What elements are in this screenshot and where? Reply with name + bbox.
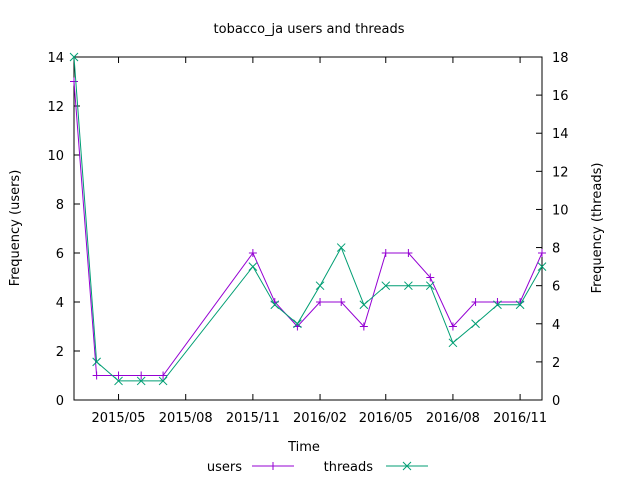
data-point: [159, 371, 168, 380]
y-right-tick-label: 14: [552, 127, 569, 142]
x-tick-label: 2015/11: [226, 411, 280, 426]
data-point: [315, 281, 325, 291]
legend-entry-threads: threads: [324, 460, 428, 475]
data-point: [381, 249, 390, 257]
legend-label: users: [207, 460, 242, 475]
plot-border: [73, 56, 543, 401]
data-point: [448, 338, 458, 348]
data-point: [425, 281, 435, 291]
y-right-tick-label: 2: [552, 356, 560, 371]
data-point: [336, 243, 346, 252]
data-point: [293, 319, 302, 329]
data-point: [538, 249, 546, 257]
data-point: [316, 298, 325, 306]
y-axis-right-label: Frequency (threads): [590, 163, 605, 294]
data-point: [92, 357, 101, 367]
data-point: [493, 300, 502, 310]
data-point: [404, 281, 413, 291]
data-point: [158, 376, 168, 386]
data-point: [337, 298, 346, 306]
data-point: [381, 281, 391, 291]
y-right-tick-label: 10: [552, 203, 569, 218]
x-tick-label: 2016/02: [293, 411, 347, 426]
data-point: [69, 52, 79, 62]
series-line-threads: [73, 56, 543, 382]
data-point: [471, 298, 480, 306]
legend: users threads: [207, 460, 428, 475]
data-point: [136, 376, 146, 386]
data-point: [359, 322, 368, 331]
data-point: [448, 322, 457, 331]
x-tick-label: 2015/08: [159, 411, 213, 426]
data-point: [471, 319, 480, 329]
data-point: [426, 273, 435, 282]
data-point: [137, 371, 146, 380]
data-point: [402, 461, 412, 471]
y-right-tick-label: 8: [552, 242, 560, 257]
series-line-users: [73, 81, 543, 376]
tick-marks: 0 2 4 6 8 10 12 14 0 2 4 6 8 10 12 14 16 18 2015/05 2015/08…: [47, 51, 568, 426]
y-left-tick-label: 6: [56, 247, 64, 262]
y-left-tick-label: 0: [56, 394, 64, 409]
y-right-tick-label: 0: [552, 394, 560, 409]
x-tick-label: 2016/11: [493, 411, 547, 426]
y-right-tick-label: 18: [552, 51, 569, 66]
y-left-tick-label: 10: [47, 149, 64, 164]
data-point: [114, 371, 123, 380]
y-left-tick-label: 2: [56, 345, 64, 360]
data-point: [359, 300, 369, 310]
series-threads: [69, 52, 547, 386]
y-left-tick-label: 8: [56, 198, 64, 213]
legend-entry-users: users: [207, 460, 294, 475]
data-point: [269, 462, 277, 470]
y-left-tick-label: 4: [56, 296, 64, 311]
y-left-tick-label: 14: [47, 51, 64, 66]
data-point: [248, 262, 258, 271]
y-right-tick-label: 16: [552, 89, 569, 104]
y-right-tick-label: 6: [552, 280, 560, 295]
data-point: [114, 376, 123, 386]
data-point: [270, 300, 280, 310]
series-group: [69, 52, 547, 386]
chart-title: tobacco_ja users and threads: [214, 22, 405, 37]
data-point: [70, 77, 78, 86]
data-point: [404, 249, 413, 257]
x-tick-label: 2016/08: [426, 411, 480, 426]
data-point: [537, 262, 547, 271]
y-axis-left-label: Frequency (users): [8, 170, 23, 287]
data-point: [248, 249, 257, 257]
data-point: [515, 300, 525, 310]
data-point: [92, 371, 101, 380]
y-right-tick-label: 4: [552, 318, 560, 333]
legend-label: threads: [324, 460, 374, 475]
x-tick-label: 2016/05: [359, 411, 413, 426]
axes: [73, 56, 543, 401]
series-users: [70, 77, 546, 380]
x-axis-label: Time: [287, 440, 320, 455]
y-right-tick-label: 12: [552, 165, 569, 180]
y-left-tick-label: 12: [47, 100, 64, 115]
x-tick-label: 2015/05: [92, 411, 146, 426]
